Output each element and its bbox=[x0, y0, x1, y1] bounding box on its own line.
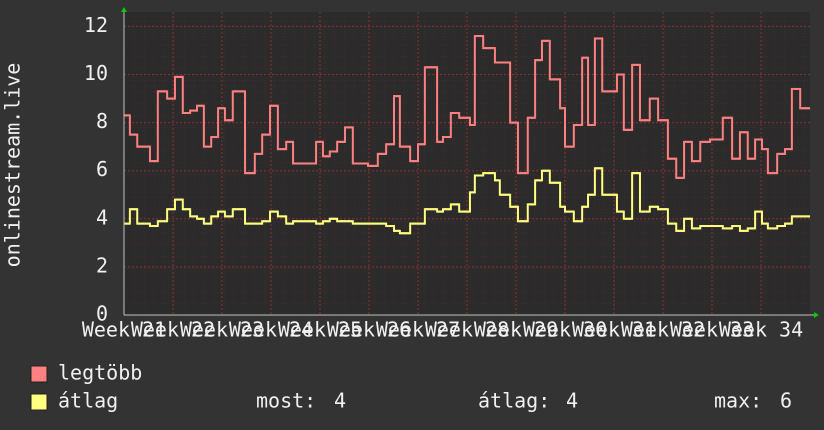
x-tick-label: Week 31 bbox=[572, 318, 656, 342]
legend-label: legtöbb bbox=[58, 361, 142, 385]
stat-value: 4 bbox=[566, 389, 578, 413]
axes bbox=[121, 7, 819, 318]
x-tick-label: Week 27 bbox=[376, 318, 460, 342]
x-tick-label: Week 34 bbox=[719, 318, 803, 342]
legend-swatch bbox=[30, 365, 48, 383]
y-axis-label: onlinestream.live bbox=[1, 63, 25, 268]
lines bbox=[124, 35, 810, 235]
stat-label: max: bbox=[714, 389, 762, 413]
x-tick-label: Week 29 bbox=[474, 318, 558, 342]
x-tick-label: Week 30 bbox=[523, 318, 607, 342]
legend-label: átlag bbox=[58, 389, 118, 413]
x-tick-label: Week 32 bbox=[621, 318, 705, 342]
x-arrow bbox=[814, 312, 819, 318]
x-tick-label: Week 33 bbox=[670, 318, 754, 342]
x-tick-label: Week 28 bbox=[425, 318, 509, 342]
x-tick-label: Week 25 bbox=[278, 318, 362, 342]
y-tick-label: 0 bbox=[96, 302, 108, 326]
x-tick-label: Week 21 bbox=[82, 318, 166, 342]
y-tick-label: 12 bbox=[84, 13, 108, 37]
x-tick-label: Week 22 bbox=[131, 318, 215, 342]
stat-label: most: bbox=[256, 389, 316, 413]
y-tick-label: 8 bbox=[96, 109, 108, 133]
y-tick-label: 4 bbox=[96, 205, 108, 229]
x-tick-label: Week 24 bbox=[229, 318, 313, 342]
legend-swatch bbox=[30, 393, 48, 411]
stat-label: átlag: bbox=[478, 389, 550, 413]
stat-value: 6 bbox=[780, 389, 792, 413]
y-tick-label: 6 bbox=[96, 157, 108, 181]
x-tick-label: Week 23 bbox=[180, 318, 264, 342]
stat-value: 4 bbox=[334, 389, 346, 413]
x-tick-label: Week 26 bbox=[327, 318, 411, 342]
y-tick-label: 2 bbox=[96, 253, 108, 277]
y-arrow bbox=[121, 7, 127, 12]
y-tick-label: 10 bbox=[84, 61, 108, 85]
